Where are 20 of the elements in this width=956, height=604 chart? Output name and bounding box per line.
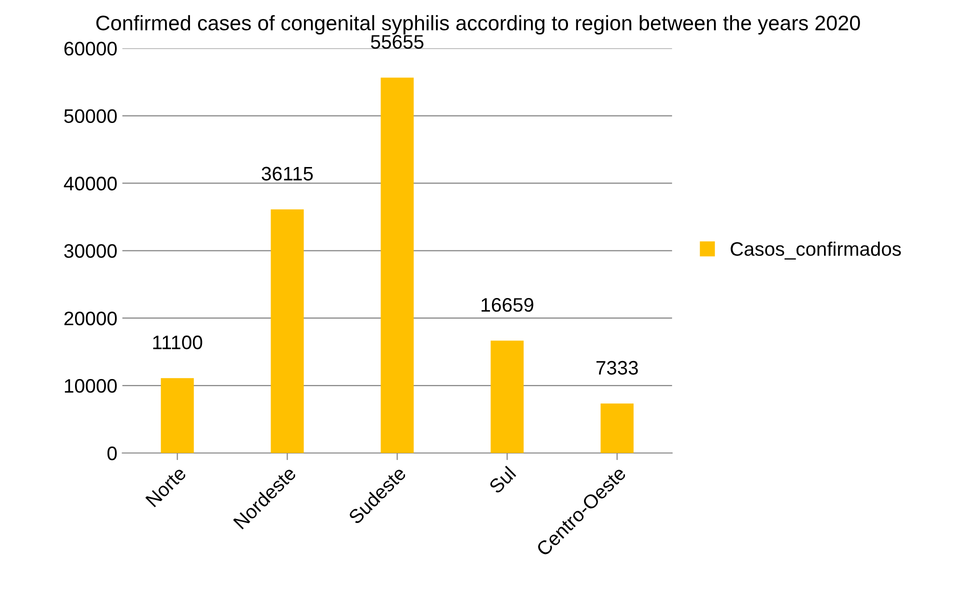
- x-tick-label: Sul: [488, 466, 516, 494]
- legend-label: Casos_confirmados: [730, 242, 901, 260]
- bar: [600, 404, 634, 453]
- y-tick-label: 30000: [64, 244, 117, 258]
- y-tick-label: 60000: [64, 42, 117, 56]
- y-tick-label: 40000: [64, 176, 117, 190]
- data-label: 36115: [262, 166, 313, 181]
- bar: [270, 209, 304, 453]
- chart-title: Confirmed cases of congenital syphilis according to region between the years 2020: [96, 15, 860, 35]
- y-tick-label: 0: [107, 446, 117, 460]
- data-label: 16659: [482, 298, 534, 312]
- data-label: 7333: [596, 360, 638, 375]
- bar: [380, 78, 414, 453]
- bar: [490, 340, 524, 453]
- bar: [160, 378, 194, 453]
- data-label: 55655: [370, 35, 424, 49]
- y-tick-label: 50000: [64, 109, 117, 124]
- y-tick-label: 10000: [64, 379, 117, 393]
- data-label: 11100: [153, 336, 202, 350]
- y-tick-label: 20000: [64, 312, 117, 326]
